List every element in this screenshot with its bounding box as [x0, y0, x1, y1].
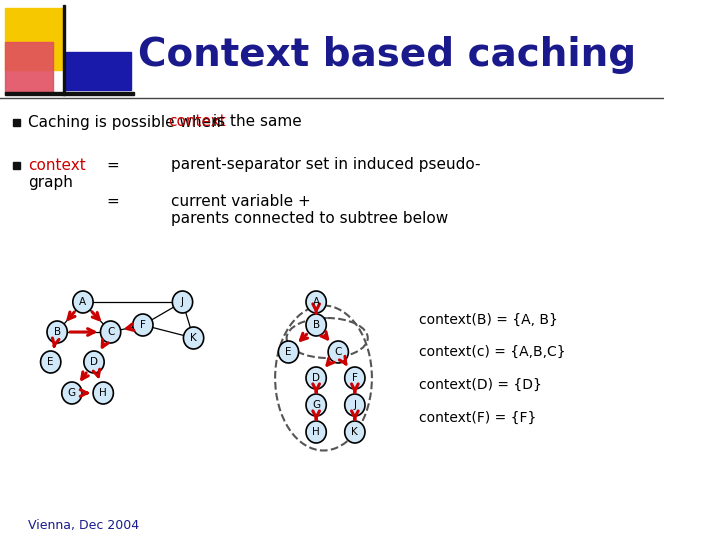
Text: is the same: is the same [207, 114, 301, 130]
Text: E: E [48, 357, 54, 367]
Text: G: G [312, 400, 320, 410]
Circle shape [47, 321, 67, 343]
Text: parent-separator set in induced pseudo-: parent-separator set in induced pseudo- [171, 158, 480, 172]
Circle shape [73, 291, 93, 313]
Text: A: A [312, 297, 320, 307]
Text: C: C [335, 347, 342, 357]
Circle shape [62, 382, 82, 404]
Text: =: = [106, 193, 119, 208]
Text: context: context [168, 114, 226, 130]
Text: E: E [285, 347, 292, 357]
Bar [14, 118, 20, 125]
Bar [63, 5, 66, 95]
Circle shape [345, 394, 365, 416]
Circle shape [84, 351, 104, 373]
Text: context(c) = {A,B,C}: context(c) = {A,B,C} [419, 345, 566, 359]
Circle shape [306, 291, 326, 313]
Circle shape [328, 341, 348, 363]
Circle shape [101, 321, 121, 343]
Text: parents connected to subtree below: parents connected to subtree below [171, 212, 448, 226]
Text: Vienna, Dec 2004: Vienna, Dec 2004 [27, 518, 139, 531]
Text: F: F [352, 373, 358, 383]
Text: C: C [107, 327, 114, 337]
Circle shape [93, 382, 113, 404]
Text: G: G [68, 388, 76, 398]
Text: J: J [181, 297, 184, 307]
Text: H: H [312, 427, 320, 437]
Circle shape [306, 367, 326, 389]
Text: Caching is possible when: Caching is possible when [27, 114, 225, 130]
Circle shape [345, 421, 365, 443]
Text: =: = [106, 158, 119, 172]
Text: current variable +: current variable + [171, 193, 310, 208]
Text: F: F [140, 320, 146, 330]
Circle shape [306, 421, 326, 443]
Text: B: B [312, 320, 320, 330]
Bar [4, 42, 53, 94]
Bar [4, 92, 134, 95]
Text: Context based caching: Context based caching [138, 36, 636, 74]
Circle shape [306, 394, 326, 416]
Text: K: K [351, 427, 359, 437]
Text: J: J [354, 400, 356, 410]
Circle shape [345, 367, 365, 389]
Bar [14, 161, 20, 168]
Text: D: D [90, 357, 98, 367]
Circle shape [132, 314, 153, 336]
Bar [66, 52, 131, 90]
Text: K: K [190, 333, 197, 343]
Circle shape [306, 314, 326, 336]
Text: D: D [312, 373, 320, 383]
Circle shape [40, 351, 60, 373]
Bar [4, 8, 62, 70]
Circle shape [172, 291, 193, 313]
Circle shape [279, 341, 299, 363]
Circle shape [184, 327, 204, 349]
Text: context: context [27, 158, 86, 172]
Text: graph: graph [27, 176, 73, 191]
Text: context(D) = {D}: context(D) = {D} [419, 378, 542, 392]
Text: A: A [79, 297, 86, 307]
Text: context(B) = {A, B}: context(B) = {A, B} [419, 313, 558, 327]
Text: context(F) = {F}: context(F) = {F} [419, 411, 536, 425]
Text: H: H [99, 388, 107, 398]
Text: B: B [53, 327, 60, 337]
